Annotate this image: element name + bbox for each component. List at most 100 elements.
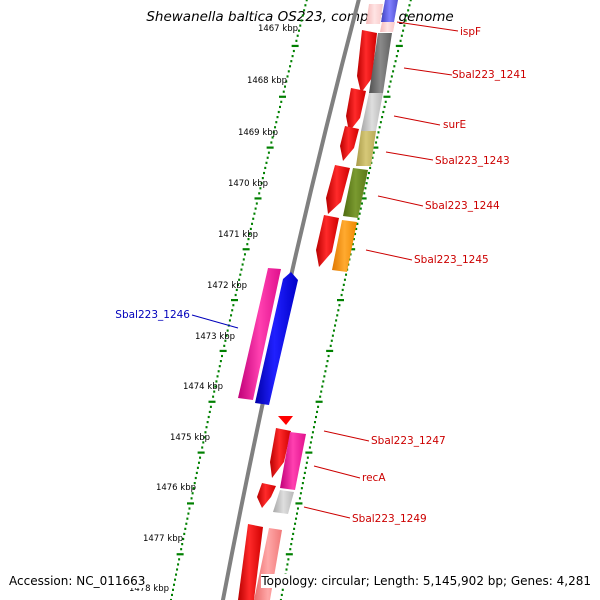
minor-tick (330, 339, 333, 342)
minor-tick (392, 70, 395, 73)
minor-tick (194, 476, 197, 480)
minor-tick (243, 253, 246, 256)
minor-tick (315, 415, 318, 419)
major-tick (348, 248, 356, 251)
minor-tick (271, 136, 274, 139)
gene-Sbal223_1247-marker (278, 416, 293, 425)
leader-ispF (396, 21, 459, 32)
minor-tick (327, 354, 330, 358)
tick-label: 1477 kbp (143, 534, 183, 544)
minor-tick (266, 156, 269, 159)
minor-tick (300, 487, 303, 490)
minor-tick (338, 304, 341, 307)
minor-tick (331, 334, 334, 337)
minor-tick (287, 558, 290, 561)
label-surE: surE (443, 119, 466, 131)
minor-tick (298, 497, 301, 500)
minor-tick (356, 222, 359, 225)
leader-Sbal223_1243 (385, 151, 434, 161)
minor-tick (303, 471, 306, 475)
minor-tick (178, 558, 181, 561)
minor-tick (351, 243, 354, 246)
minor-tick (209, 405, 212, 408)
minor-tick (289, 548, 292, 551)
label-Sbal223_1247: Sbal223_1247 (371, 435, 446, 447)
major-tick (187, 502, 194, 505)
minor-tick (326, 360, 329, 363)
minor-tick (381, 116, 384, 119)
tick-label: 1468 kbp (247, 76, 287, 86)
minor-tick (272, 131, 275, 134)
minor-tick (228, 319, 231, 322)
minor-tick (173, 583, 176, 586)
minor-tick (170, 598, 173, 600)
minor-tick (293, 527, 296, 530)
minor-tick (181, 543, 184, 546)
minor-tick (291, 537, 294, 541)
minor-tick (263, 171, 266, 175)
minor-tick (175, 573, 178, 576)
minor-tick (274, 126, 277, 129)
minor-tick (387, 90, 390, 93)
gene-ispF (366, 4, 383, 24)
minor-tick (213, 390, 216, 393)
minor-tick (264, 166, 267, 170)
minor-tick (379, 121, 382, 124)
minor-tick (334, 324, 337, 327)
minor-tick (180, 548, 183, 551)
cog-bar-Sbal223_1245 (332, 220, 357, 272)
minor-tick (208, 410, 211, 414)
minor-tick (345, 273, 348, 276)
label-Sbal223_1245: Sbal223_1245 (414, 254, 489, 266)
minor-tick (236, 283, 239, 286)
minor-tick (184, 527, 187, 530)
tick-labels: 1467 kbp 1468 kbp 1469 kbp 1470 kbp 1471… (129, 24, 298, 594)
minor-tick (367, 171, 370, 175)
minor-tick (188, 507, 191, 510)
leader-Sbal223_1247 (323, 430, 370, 442)
minor-tick (279, 598, 282, 600)
minor-tick (371, 156, 374, 159)
minor-tick (225, 334, 228, 337)
gene-recA (257, 483, 276, 508)
cog-track (254, 0, 398, 600)
major-tick (242, 248, 250, 251)
minor-tick (192, 487, 195, 490)
major-tick (305, 451, 313, 454)
minor-tick (219, 360, 222, 363)
minor-tick (302, 476, 305, 480)
minor-tick (359, 207, 362, 210)
tick-label: 1467 kbp (258, 24, 298, 34)
tick-label: 1472 kbp (207, 281, 247, 291)
minor-tick (375, 141, 378, 144)
leader-Sbal223_1249 (303, 506, 351, 519)
tick-ruler-right (279, 0, 412, 600)
minor-tick (254, 207, 257, 210)
label-Sbal223_1243: Sbal223_1243 (435, 155, 510, 167)
minor-tick (297, 29, 300, 32)
minor-tick (304, 466, 307, 469)
leader-Sbal223_1241 (403, 67, 453, 76)
minor-tick (295, 512, 298, 515)
leader-Sbal223_1246 (191, 314, 239, 329)
minor-tick (305, 461, 308, 464)
major-tick (197, 451, 205, 454)
minor-tick (193, 482, 196, 485)
minor-tick (296, 34, 299, 37)
minor-tick (212, 395, 215, 398)
minor-tick (342, 283, 345, 286)
major-tick (279, 95, 286, 98)
minor-tick (303, 9, 306, 12)
minor-tick (255, 202, 258, 205)
label-Sbal223_1244: Sbal223_1244 (425, 200, 500, 212)
minor-tick (388, 85, 391, 88)
minor-tick (270, 141, 273, 144)
minor-tick (206, 421, 209, 424)
minor-tick (261, 177, 264, 180)
minor-tick (187, 512, 190, 515)
minor-tick (394, 60, 397, 63)
minor-tick (275, 121, 278, 124)
minor-tick (312, 426, 315, 429)
minor-tick (305, 0, 308, 2)
minor-tick (369, 166, 372, 170)
